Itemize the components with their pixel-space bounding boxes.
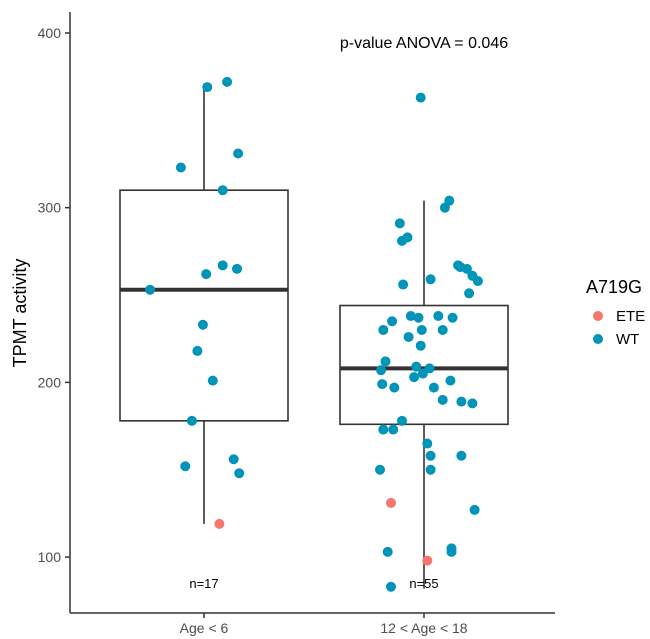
series-ete xyxy=(214,497,433,566)
data-point-wt xyxy=(456,450,467,461)
data-point-wt xyxy=(416,324,427,335)
data-point-wt xyxy=(467,398,478,409)
data-point-wt xyxy=(375,464,385,475)
data-point-wt xyxy=(413,312,424,323)
data-point-wt xyxy=(403,331,414,342)
x-tick-label: 12 < Age < 18 xyxy=(380,620,467,636)
data-point-wt xyxy=(380,356,391,367)
data-point-wt xyxy=(402,232,413,243)
data-point-wt xyxy=(422,438,433,449)
y-axis-ticks: 100 200 300 400 xyxy=(38,25,70,565)
data-point-wt xyxy=(202,82,213,93)
data-point-wt xyxy=(394,218,405,229)
data-point-wt xyxy=(201,269,212,280)
data-point-wt xyxy=(437,394,448,405)
group-count-label-1: n=17 xyxy=(189,576,218,591)
data-point-ete xyxy=(422,555,433,566)
data-point-wt xyxy=(428,382,439,393)
data-point-wt xyxy=(425,274,436,285)
y-axis-title: TPMT activity xyxy=(10,259,30,368)
data-point-wt xyxy=(425,450,436,461)
data-point-wt xyxy=(217,260,228,271)
box-iqr xyxy=(119,189,289,422)
data-point-wt xyxy=(398,279,409,290)
data-point-wt xyxy=(456,396,467,407)
data-point-wt xyxy=(447,312,458,323)
data-point-wt xyxy=(232,263,242,274)
anova-annotation: p-value ANOVA = 0.046 xyxy=(340,35,508,52)
data-point-wt xyxy=(433,310,444,321)
data-point-wt xyxy=(415,92,426,103)
data-point-wt xyxy=(376,365,387,376)
legend-label-ete: ETE xyxy=(616,308,645,325)
data-point-wt xyxy=(437,324,448,335)
data-point-wt xyxy=(377,379,388,390)
data-point-wt xyxy=(228,454,239,465)
legend: A719G ETE WT xyxy=(586,277,645,348)
data-point-wt xyxy=(469,504,480,515)
data-point-wt xyxy=(411,361,422,372)
data-point-ete xyxy=(214,518,225,529)
boxplot-1 xyxy=(119,83,289,524)
data-point-wt xyxy=(386,581,396,592)
data-point-wt xyxy=(207,375,218,386)
x-tick-label: Age < 6 xyxy=(180,620,229,636)
data-point-wt xyxy=(405,310,416,321)
data-point-wt xyxy=(439,202,450,213)
data-point-wt xyxy=(233,148,244,159)
group-count-label-2: n=55 xyxy=(409,576,438,591)
legend-label-wt: WT xyxy=(616,331,639,348)
data-point-wt xyxy=(180,461,191,472)
y-tick-label: 200 xyxy=(38,374,62,390)
data-point-wt xyxy=(461,263,472,274)
data-point-wt xyxy=(217,185,228,196)
data-point-wt xyxy=(192,345,203,356)
legend-swatch-wt xyxy=(593,334,603,344)
data-point-wt xyxy=(388,424,399,435)
series-wt xyxy=(145,76,483,592)
data-point-wt xyxy=(472,276,483,287)
data-point-wt xyxy=(445,375,456,386)
data-point-wt xyxy=(378,324,389,335)
data-point-wt xyxy=(186,415,197,426)
data-point-ete xyxy=(386,497,396,508)
y-tick-label: 100 xyxy=(38,549,62,565)
legend-swatch-ete xyxy=(593,311,603,321)
data-point-wt xyxy=(417,368,428,379)
data-point-wt xyxy=(397,415,407,426)
box-iqr xyxy=(339,304,509,426)
y-tick-label: 400 xyxy=(38,25,62,41)
boxplot-2 xyxy=(339,200,509,589)
data-point-wt xyxy=(389,382,400,393)
data-point-wt xyxy=(446,546,457,557)
data-point-wt xyxy=(387,316,398,327)
data-point-wt xyxy=(145,284,156,295)
y-tick-label: 300 xyxy=(38,200,62,216)
data-point-wt xyxy=(197,319,208,330)
plot-layer xyxy=(119,76,509,592)
data-point-wt xyxy=(415,340,426,351)
data-point-wt xyxy=(464,288,475,299)
data-point-wt xyxy=(222,76,233,87)
data-point-wt xyxy=(378,424,389,435)
x-axis-ticks: Age < 6 12 < Age < 18 xyxy=(180,613,468,636)
data-point-wt xyxy=(382,546,393,557)
data-point-wt xyxy=(425,464,436,475)
data-point-wt xyxy=(175,162,186,173)
data-point-wt xyxy=(234,468,245,479)
data-point-wt xyxy=(409,372,420,383)
legend-title: A719G xyxy=(586,277,642,297)
